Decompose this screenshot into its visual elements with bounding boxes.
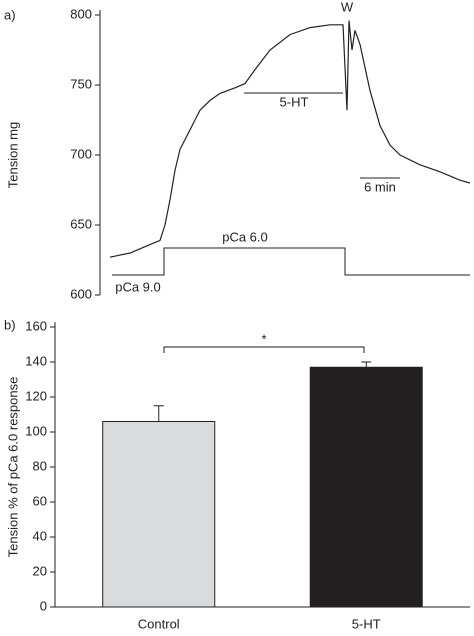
significance-bracket [163, 346, 365, 353]
pca-protocol [112, 247, 470, 276]
annotation: 5-HT [280, 94, 309, 109]
y-tick-label: 120 [25, 388, 47, 403]
y-tick-label: 80 [33, 458, 47, 473]
y-tick-label: 140 [25, 353, 47, 368]
y-tick-label: 750 [70, 76, 92, 91]
y-tick-label: 800 [70, 6, 92, 21]
panel-label: b) [4, 317, 16, 332]
y-axis-label: Tension mg [5, 122, 20, 188]
y-tick-label: 60 [33, 493, 47, 508]
y-tick-label: 20 [33, 563, 47, 578]
bar [102, 421, 216, 608]
annotation: pCa 9.0 [115, 279, 161, 294]
panel-label: a) [4, 7, 16, 22]
bar [309, 366, 423, 608]
y-tick-label: 0 [40, 598, 47, 613]
annotation: W [341, 0, 354, 14]
significance: * [261, 331, 266, 346]
x-tick-label: Control [138, 616, 180, 631]
annotation: 6 min [364, 179, 396, 194]
y-tick-label: 650 [70, 216, 92, 231]
x-tick-label: 5-HT [352, 616, 381, 631]
y-tick-label: 40 [33, 528, 47, 543]
annotation: pCa 6.0 [222, 229, 268, 244]
y-tick-label: 700 [70, 146, 92, 161]
y-tick-label: 100 [25, 423, 47, 438]
y-tick-label: 600 [70, 286, 92, 301]
y-axis-label: Tension % of pCa 6.0 response [5, 377, 20, 558]
y-tick-label: 160 [25, 318, 47, 333]
trace [109, 20, 471, 258]
